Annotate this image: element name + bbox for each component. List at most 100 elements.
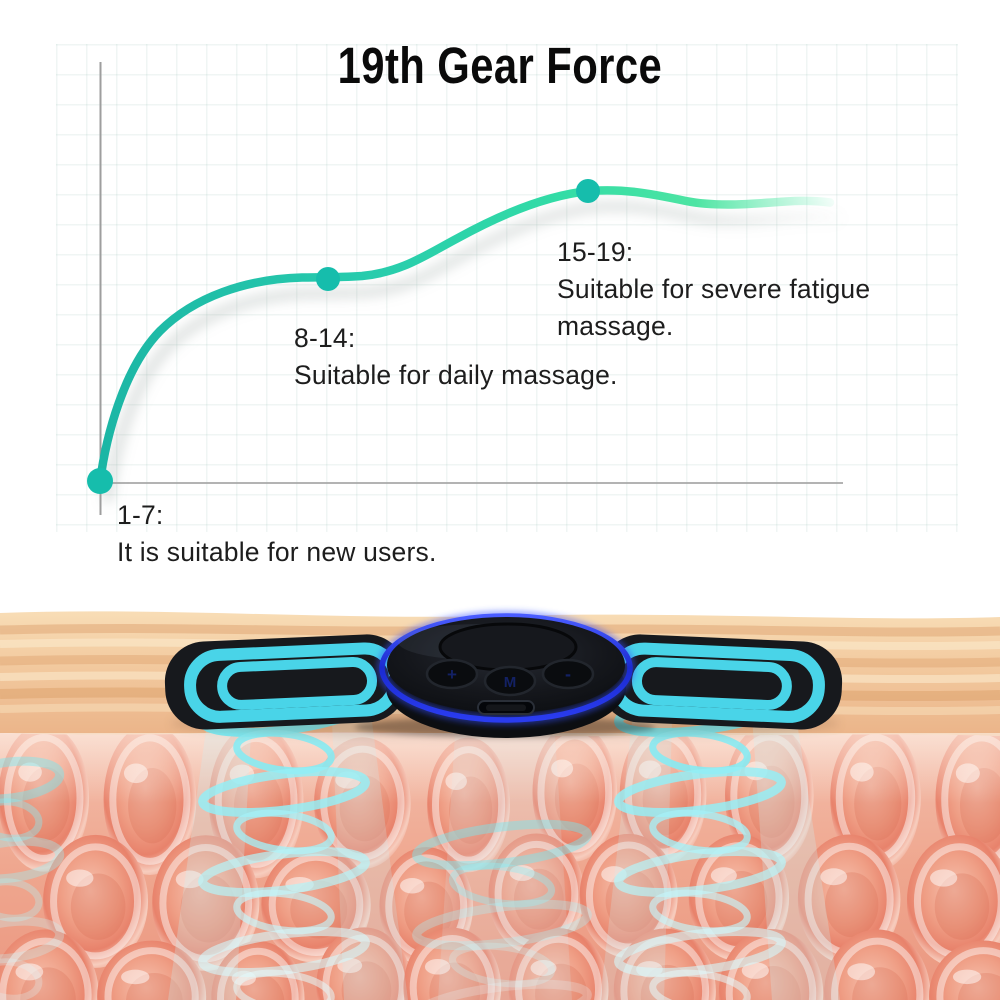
muscle-cell — [508, 928, 609, 1000]
gear-label-1-7: 1-7: It is suitable for new users. — [117, 497, 437, 571]
cell-core — [70, 873, 126, 940]
muscle-cell — [403, 927, 502, 1000]
page-title: 19th Gear Force — [0, 38, 1000, 94]
wave-ring — [412, 979, 592, 1000]
cell-highlight — [121, 969, 150, 985]
muscle-top-haze — [0, 733, 1000, 803]
cell-body — [928, 940, 1000, 1000]
wave-ring — [0, 798, 43, 842]
mode-icon: M — [504, 674, 517, 691]
cell-core — [535, 963, 588, 1000]
gear-text: Suitable for severe fatigue — [557, 274, 871, 304]
cell-rim — [0, 937, 92, 1000]
wave-ring — [448, 942, 556, 988]
cell-highlight — [424, 958, 451, 975]
gear-range: 15-19: — [557, 237, 634, 267]
pad-left-wing — [164, 634, 408, 730]
curve-shadow — [103, 201, 843, 503]
pad-right-wing — [599, 634, 843, 730]
gear-range: 1-7: — [117, 500, 164, 530]
wave-ring — [233, 969, 335, 1000]
page-title-text: 19th Gear Force — [337, 37, 663, 94]
cell-highlight — [15, 963, 44, 981]
gear-range: 8-14: — [294, 323, 356, 353]
gear-text: Suitable for daily massage. — [294, 360, 618, 390]
cell-core — [957, 972, 1000, 1000]
cell-core — [125, 973, 183, 1000]
device-button-mode — [483, 665, 537, 697]
cell-highlight — [175, 870, 204, 889]
wave-ring — [614, 767, 786, 817]
wave-ring — [0, 958, 43, 1000]
cell-highlight — [530, 960, 557, 976]
cell-rim — [217, 947, 299, 1000]
cell-body — [508, 928, 609, 1000]
cell-core — [934, 873, 990, 940]
gear-label-15-19: 15-19: Suitable for severe fatigue massa… — [557, 234, 870, 345]
gear-label-8-14: 8-14: Suitable for daily massage. — [294, 320, 618, 394]
gear-text: massage. — [557, 311, 674, 341]
device-button-plus — [425, 658, 479, 690]
wave-ring — [0, 916, 65, 964]
muscle-cell — [928, 940, 1000, 1000]
wave-ring — [198, 767, 370, 817]
cell-highlight — [66, 869, 94, 887]
massager-device: + M - — [376, 610, 636, 738]
cell-core — [513, 868, 564, 930]
pad-wing-ring — [217, 657, 378, 710]
cell-body — [152, 835, 260, 971]
curve-point-gear8-14 — [316, 267, 340, 291]
muscle-cell — [97, 940, 207, 1000]
cell-body — [906, 834, 1000, 968]
cell-core — [341, 961, 392, 1000]
cell-body — [488, 833, 585, 956]
wave-ring — [198, 927, 370, 977]
cell-rim — [409, 935, 495, 1000]
wave-ring — [198, 847, 370, 897]
cell-body — [97, 940, 207, 1000]
cell-rim — [104, 947, 199, 1000]
gear-force-chart — [87, 62, 843, 515]
cell-rim — [831, 937, 924, 1000]
curve-point-gear1-7 — [87, 468, 113, 494]
usb-port-inner — [486, 704, 526, 711]
cell-highlight — [741, 962, 769, 979]
cell-highlight — [847, 963, 876, 981]
cell-core — [235, 974, 285, 1000]
cell-highlight — [952, 969, 982, 985]
muscle-cell — [906, 834, 1000, 968]
device-button-minus — [541, 658, 595, 690]
wave-ring — [614, 927, 786, 977]
cell-core — [825, 872, 879, 938]
vibration-wave-helix — [0, 756, 65, 1000]
wave-ring — [0, 756, 65, 804]
cell-body — [613, 928, 716, 1000]
force-curve — [95, 186, 835, 487]
plus-icon: + — [447, 665, 457, 684]
cell-highlight — [710, 867, 737, 884]
cell-core — [746, 966, 801, 1000]
wave-ring — [412, 899, 592, 951]
cell-core — [429, 962, 481, 1000]
wave-ring — [0, 878, 43, 922]
cell-body — [403, 927, 502, 1000]
cell-core — [20, 967, 76, 1000]
wave-ring — [649, 969, 751, 1000]
cell-rim — [936, 947, 1000, 1000]
wave-ring — [614, 847, 786, 897]
minus-icon: - — [565, 664, 571, 684]
wave-ring — [412, 819, 592, 871]
wave-ring — [0, 836, 65, 884]
product-photo: + M - — [0, 610, 1000, 1000]
cell-rim — [725, 936, 817, 1000]
wave-ring — [448, 862, 556, 908]
cell-highlight — [820, 868, 848, 886]
cell-rim — [515, 935, 603, 1000]
massage-beam — [438, 735, 572, 1000]
gear-text: It is suitable for new users. — [117, 537, 437, 567]
massager-pad: + M - — [164, 610, 843, 738]
cell-core — [404, 881, 453, 942]
cell-body — [0, 929, 99, 1000]
cell-body — [823, 929, 931, 1000]
